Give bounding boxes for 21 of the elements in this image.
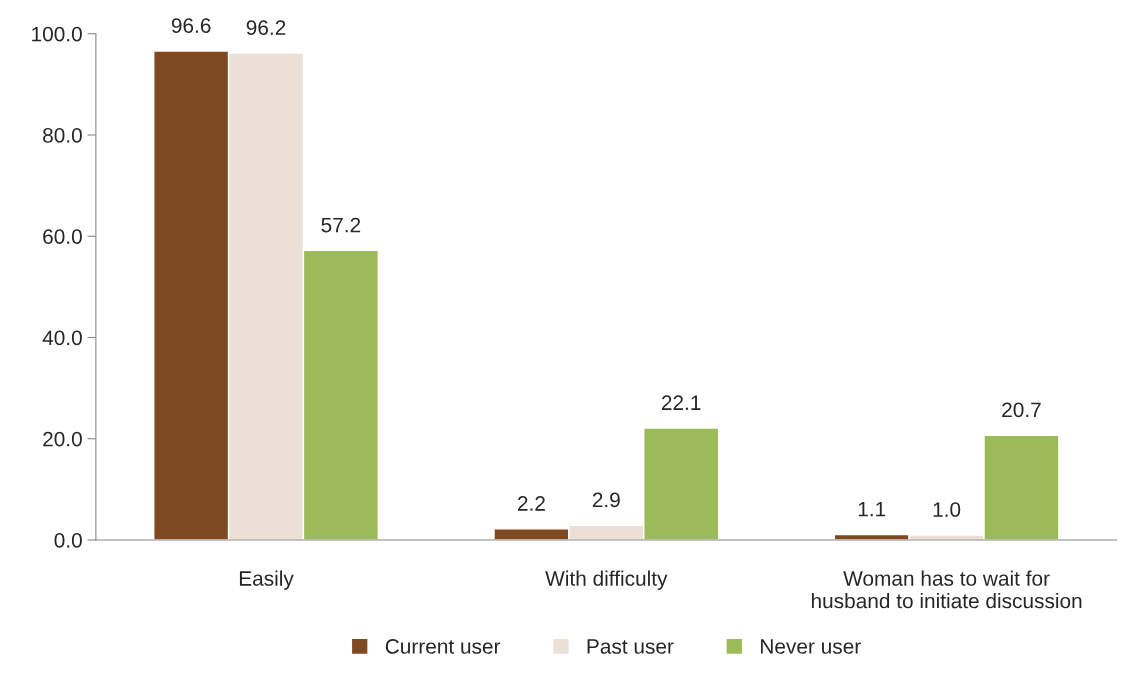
data-label: 2.9 — [592, 492, 620, 508]
data-label: 22.1 — [661, 395, 701, 410]
y-tick-label: 80.0 — [43, 128, 82, 143]
legend-label: Current user — [385, 639, 501, 654]
x-tick-label: With difficulty — [545, 570, 668, 590]
data-label: 96.2 — [246, 20, 286, 35]
data-label: 1.1 — [858, 501, 886, 517]
legend-label: Never user — [761, 639, 861, 654]
data-label: 20.7 — [1002, 402, 1041, 418]
x-tick-label: Easily — [239, 570, 294, 590]
legend-label: Past user — [587, 639, 674, 654]
y-tick-label: 60.0 — [43, 229, 82, 244]
y-tick-label: 0.0 — [54, 533, 82, 548]
data-label: 1.0 — [933, 502, 961, 517]
y-tick-label: 100.0 — [32, 26, 82, 42]
y-tick-label: 40.0 — [42, 330, 82, 346]
x-tick-label: Woman has to wait for husband to initiate discussion — [811, 570, 1082, 609]
data-label: 2.2 — [518, 496, 545, 511]
data-label: 96.6 — [171, 18, 211, 33]
y-tick-label: 20.0 — [43, 431, 82, 447]
data-label: 57.2 — [321, 217, 361, 233]
